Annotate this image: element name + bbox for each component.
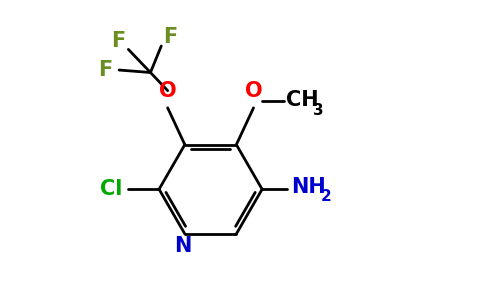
- Text: F: F: [98, 60, 112, 80]
- Text: Cl: Cl: [100, 179, 122, 199]
- Text: 3: 3: [314, 103, 324, 118]
- Text: NH: NH: [291, 177, 326, 197]
- Text: O: O: [245, 81, 262, 101]
- Text: 2: 2: [321, 189, 332, 204]
- Text: F: F: [163, 27, 177, 47]
- Text: N: N: [174, 236, 191, 256]
- Text: F: F: [111, 31, 126, 51]
- Text: CH: CH: [287, 91, 319, 110]
- Text: O: O: [159, 81, 177, 101]
